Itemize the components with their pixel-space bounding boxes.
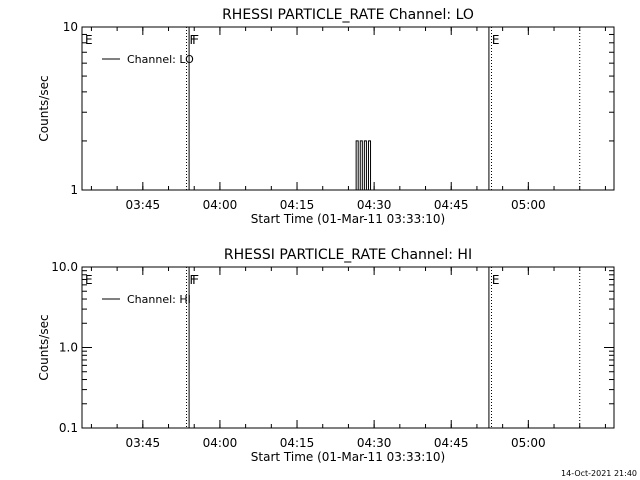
plot-frame	[81, 26, 615, 191]
event-marker-label: E	[85, 33, 93, 47]
y-tick-label: 1.0	[59, 341, 78, 355]
plot-frame	[81, 266, 615, 429]
event-marker-label: F	[190, 273, 197, 287]
y-tick-label: 1	[70, 183, 78, 197]
event-marker-label: E	[492, 33, 500, 47]
x-tick-label: 04:30	[357, 436, 392, 450]
event-marker-label: F	[192, 33, 199, 47]
x-tick-label: 04:15	[280, 198, 315, 212]
y-axis-label: Counts/sec	[37, 314, 51, 380]
y-tick-label: 10.0	[51, 260, 78, 274]
legend-label: Channel: HI	[127, 293, 191, 306]
event-marker-label: E	[492, 273, 500, 287]
x-tick-label: 04:15	[280, 436, 315, 450]
y-tick-label: 0.1	[59, 421, 78, 435]
x-tick-label: 05:00	[511, 198, 546, 212]
x-tick-label: 04:45	[434, 198, 469, 212]
y-tick-label: 10	[63, 20, 78, 34]
event-marker-label: F	[192, 273, 199, 287]
x-tick-label: 04:30	[357, 198, 392, 212]
timestamp: 14-Oct-2021 21:40	[561, 469, 637, 478]
x-tick-label: 04:45	[434, 436, 469, 450]
event-marker-label: F	[190, 33, 197, 47]
panel-1: RHESSI PARTICLE_RATE Channel: LO 03:45 04:…	[37, 7, 615, 226]
x-tick-label: 04:00	[203, 436, 238, 450]
x-tick-label: 03:45	[126, 198, 161, 212]
event-marker-label: E	[85, 273, 93, 287]
legend-label: Channel: LO	[127, 53, 194, 66]
x-tick-label: 03:45	[126, 436, 161, 450]
x-axis-label: Start Time (01-Mar-11 03:33:10)	[251, 212, 445, 226]
x-tick-label: 05:00	[511, 436, 546, 450]
chart-title: RHESSI PARTICLE_RATE Channel: LO	[222, 7, 474, 23]
panel-2: RHESSI PARTICLE_RATE Channel: HI 03:45 04:…	[37, 247, 615, 464]
y-axis-label: Counts/sec	[37, 75, 51, 141]
x-tick-label: 04:00	[203, 198, 238, 212]
data-series-line	[355, 140, 372, 191]
chart-title: RHESSI PARTICLE_RATE Channel: HI	[224, 247, 472, 263]
x-axis-label: Start Time (01-Mar-11 03:33:10)	[251, 450, 445, 464]
